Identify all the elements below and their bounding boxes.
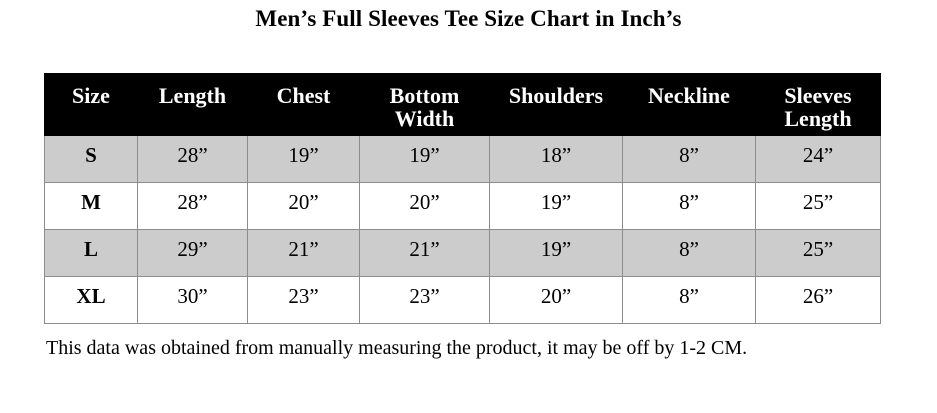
measurement-cell-length: 28” xyxy=(137,182,248,230)
column-header-chest: Chest xyxy=(247,73,360,136)
table-header-row: Size Length Chest Bottom Width Shoulders Neck… xyxy=(44,73,881,136)
measurement-cell-sleeves-length: 25” xyxy=(755,229,881,277)
column-header-length: Length xyxy=(137,73,248,136)
measurement-cell-sleeves-length: 24” xyxy=(755,135,881,183)
measurement-cell-length: 30” xyxy=(137,276,248,324)
measurement-cell-length: 28” xyxy=(137,135,248,183)
size-label-cell: M xyxy=(44,182,138,230)
table-row: XL 30” 23” 23” 20” 8” 26” xyxy=(44,276,881,324)
measurement-cell-shoulders: 18” xyxy=(489,135,623,183)
column-header-sleeves-length: Sleeves Length xyxy=(755,73,881,136)
measurement-cell-shoulders: 19” xyxy=(489,229,623,277)
table-body: S 28” 19” 19” 18” 8” 24” M 28” 20” 20” 19” 8” 25” L 29”… xyxy=(44,135,881,324)
measurement-cell-bottom-width: 23” xyxy=(359,276,490,324)
size-label-cell: L xyxy=(44,229,138,277)
measurement-cell-chest: 21” xyxy=(247,229,360,277)
measurement-cell-bottom-width: 20” xyxy=(359,182,490,230)
column-header-size: Size xyxy=(44,73,138,136)
table-row: S 28” 19” 19” 18” 8” 24” xyxy=(44,135,881,183)
size-label-cell: S xyxy=(44,135,138,183)
column-header-shoulders: Shoulders xyxy=(489,73,623,136)
measurement-cell-shoulders: 19” xyxy=(489,182,623,230)
table-row: M 28” 20” 20” 19” 8” 25” xyxy=(44,182,881,230)
measurement-cell-shoulders: 20” xyxy=(489,276,623,324)
measurement-cell-neckline: 8” xyxy=(622,135,756,183)
table-row: L 29” 21” 21” 19” 8” 25” xyxy=(44,229,881,277)
measurement-cell-sleeves-length: 26” xyxy=(755,276,881,324)
size-chart-table: Size Length Chest Bottom Width Shoulders Neck… xyxy=(44,73,881,324)
measurement-cell-bottom-width: 19” xyxy=(359,135,490,183)
measurement-cell-neckline: 8” xyxy=(622,182,756,230)
measurement-cell-chest: 23” xyxy=(247,276,360,324)
column-header-neckline: Neckline xyxy=(622,73,756,136)
measurement-cell-chest: 20” xyxy=(247,182,360,230)
measurement-cell-bottom-width: 21” xyxy=(359,229,490,277)
measurement-disclaimer: This data was obtained from manually mea… xyxy=(46,337,748,359)
measurement-cell-chest: 19” xyxy=(247,135,360,183)
measurement-cell-length: 29” xyxy=(137,229,248,277)
column-header-bottom-width: Bottom Width xyxy=(359,73,490,136)
size-label-cell: XL xyxy=(44,276,138,324)
size-chart-container: Size Length Chest Bottom Width Shoulders Neck… xyxy=(44,73,881,324)
measurement-cell-neckline: 8” xyxy=(622,276,756,324)
page-title: Men’s Full Sleeves Tee Size Chart in Inc… xyxy=(255,6,682,31)
measurement-cell-sleeves-length: 25” xyxy=(755,182,881,230)
table-header: Size Length Chest Bottom Width Shoulders Neck… xyxy=(44,73,881,136)
measurement-cell-neckline: 8” xyxy=(622,229,756,277)
